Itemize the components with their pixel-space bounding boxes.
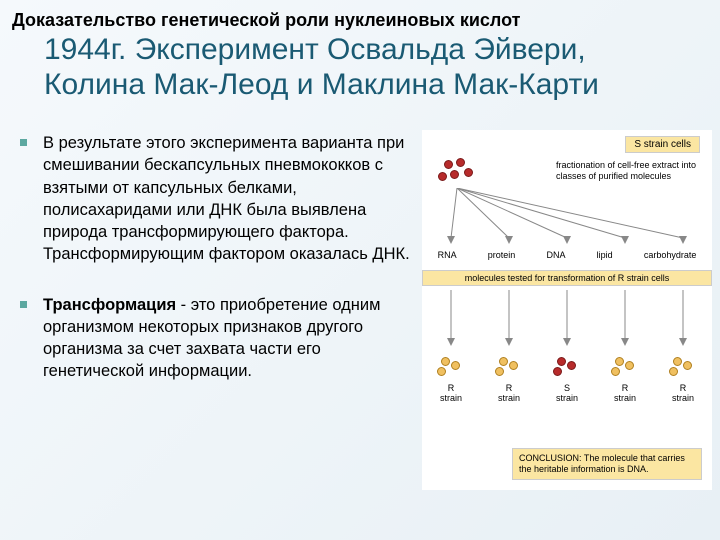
result-label: Rstrain [658, 384, 708, 404]
s-strain-label: S strain cells [625, 136, 700, 153]
experiment-diagram: S strain cells fractionation of cell-fre… [422, 130, 712, 490]
result-cluster [605, 355, 645, 379]
list-item: Трансформация - это приобретение одним о… [20, 294, 410, 383]
result-label: Sstrain [542, 384, 592, 404]
molecule-label: RNA [438, 250, 457, 260]
result-cluster [489, 355, 529, 379]
slide-header: Доказательство генетической роли нуклеин… [0, 0, 720, 31]
slide-title: 1944г. Эксперимент Освальда Эйвери, Коли… [0, 31, 720, 112]
list-item: В результате этого эксперимента варианта… [20, 132, 410, 266]
text-column: В результате этого эксперимента варианта… [20, 112, 410, 411]
s-cell-icon [450, 170, 459, 179]
result-cluster [547, 355, 587, 379]
result-label: Rstrain [426, 384, 476, 404]
conclusion-box: CONCLUSION: The molecule that carries th… [512, 448, 702, 480]
down-arrows [422, 290, 712, 350]
bullet-icon [20, 139, 27, 146]
fractionation-label: fractionation of cell-free extract into … [556, 160, 706, 182]
molecule-row: RNA protein DNA lipid carbohydrate [422, 250, 712, 260]
result-cluster [663, 355, 703, 379]
result-cluster [431, 355, 471, 379]
s-cell-icon [464, 168, 473, 177]
paragraph: Трансформация - это приобретение одним о… [43, 294, 410, 383]
s-cell-icon [456, 158, 465, 167]
result-label: Rstrain [600, 384, 650, 404]
result-label-row: Rstrain Rstrain Sstrain Rstrain Rstrain [422, 384, 712, 404]
result-row [422, 352, 712, 382]
molecule-label: DNA [546, 250, 565, 260]
paragraph: В результате этого эксперимента варианта… [43, 132, 410, 266]
molecule-label: protein [488, 250, 516, 260]
molecule-label: carbohydrate [644, 250, 697, 260]
test-bar: molecules tested for transformation of R… [422, 270, 712, 286]
bullet-icon [20, 301, 27, 308]
s-cell-icon [444, 160, 453, 169]
s-cell-icon [438, 172, 447, 181]
result-label: Rstrain [484, 384, 534, 404]
fan-arrows [422, 188, 712, 248]
molecule-label: lipid [597, 250, 613, 260]
